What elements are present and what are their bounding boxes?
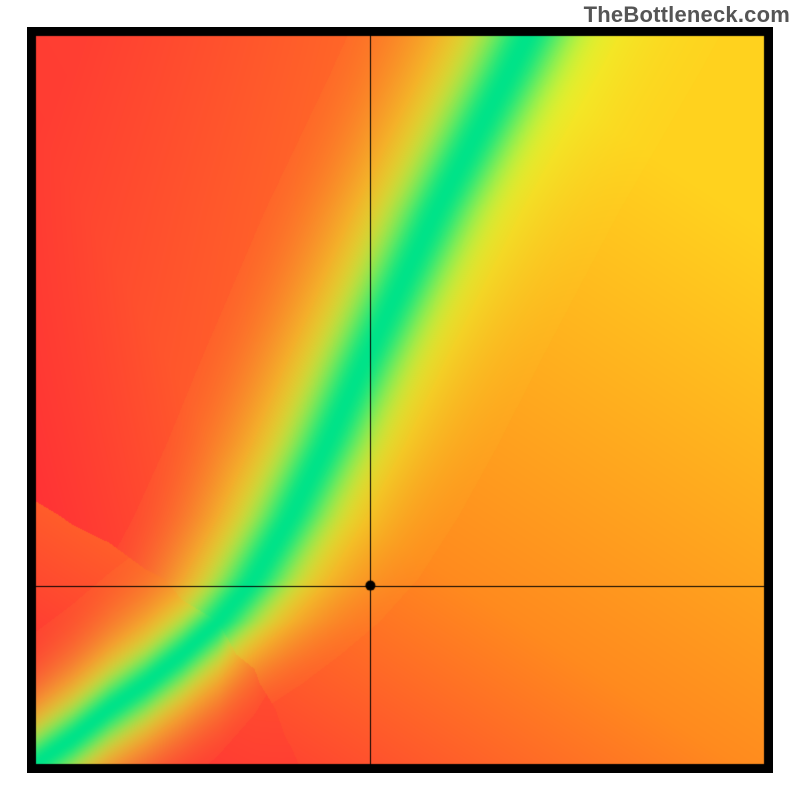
chart-frame [27, 27, 773, 773]
heatmap-canvas [27, 27, 773, 773]
watermark-text: TheBottleneck.com [584, 2, 790, 28]
chart-container: TheBottleneck.com [0, 0, 800, 800]
